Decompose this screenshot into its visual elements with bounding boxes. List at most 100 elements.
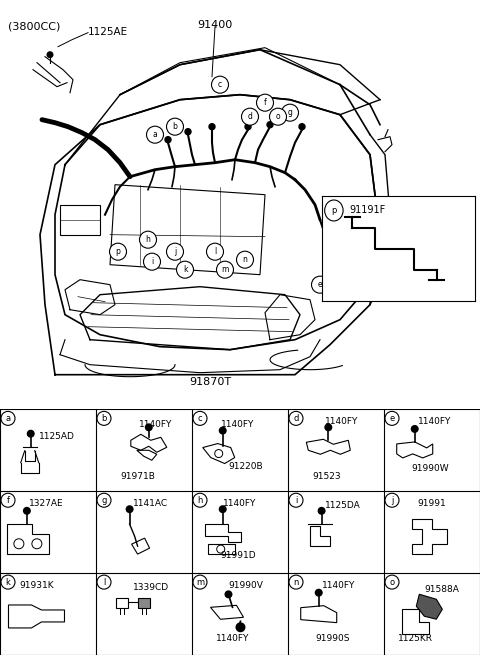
Circle shape [216, 261, 233, 278]
Circle shape [167, 243, 183, 260]
Circle shape [165, 137, 171, 143]
Circle shape [236, 622, 245, 632]
Text: 91400: 91400 [197, 20, 233, 29]
Text: i: i [151, 257, 153, 266]
Text: b: b [173, 122, 178, 131]
Text: 1327AE: 1327AE [29, 499, 63, 508]
Text: 91191F: 91191F [349, 206, 385, 215]
Text: 91870T: 91870T [189, 377, 231, 386]
Text: 91588A: 91588A [424, 585, 459, 594]
Circle shape [209, 124, 215, 130]
Text: m: m [196, 578, 204, 587]
Text: 1140FY: 1140FY [418, 417, 451, 426]
Circle shape [97, 575, 111, 589]
Text: f: f [7, 496, 10, 505]
Circle shape [146, 126, 164, 143]
Text: 1140FY: 1140FY [324, 417, 358, 426]
Circle shape [126, 505, 133, 513]
Text: b: b [101, 414, 107, 423]
Text: (3800CC): (3800CC) [8, 22, 60, 31]
Circle shape [225, 590, 232, 598]
Text: a: a [5, 414, 11, 423]
Text: 1140FY: 1140FY [223, 499, 256, 508]
Text: 91523: 91523 [312, 472, 341, 481]
Bar [60, 204, 100, 234]
Circle shape [385, 493, 399, 507]
Circle shape [23, 507, 31, 515]
Polygon shape [139, 598, 151, 608]
Text: a: a [153, 130, 157, 140]
Circle shape [267, 122, 273, 128]
Circle shape [97, 411, 111, 425]
Circle shape [312, 276, 328, 293]
Text: e: e [318, 280, 322, 290]
Circle shape [385, 411, 399, 425]
Text: n: n [293, 578, 299, 587]
Circle shape [27, 430, 35, 438]
Circle shape [256, 94, 274, 111]
Text: 91220B: 91220B [228, 462, 263, 471]
Circle shape [193, 411, 207, 425]
Circle shape [47, 51, 53, 58]
Text: h: h [197, 496, 203, 505]
Text: p: p [331, 206, 336, 215]
Text: 91971B: 91971B [120, 472, 155, 481]
Circle shape [281, 104, 299, 121]
Text: 91991D: 91991D [221, 551, 256, 559]
Text: 1140FY: 1140FY [139, 420, 173, 428]
Text: 1141AC: 1141AC [132, 499, 168, 508]
Text: 1140FY: 1140FY [216, 634, 250, 643]
Circle shape [315, 589, 323, 597]
Circle shape [145, 423, 153, 431]
Circle shape [219, 426, 227, 434]
Circle shape [324, 200, 343, 221]
Text: g: g [101, 496, 107, 505]
Text: c: c [198, 414, 202, 423]
Text: d: d [293, 414, 299, 423]
Circle shape [299, 124, 305, 130]
Text: c: c [218, 80, 222, 89]
Text: 91991: 91991 [418, 499, 446, 508]
Circle shape [1, 575, 15, 589]
Text: 1125KR: 1125KR [398, 634, 433, 643]
Circle shape [241, 108, 259, 125]
Circle shape [1, 411, 15, 425]
Circle shape [324, 423, 332, 431]
Text: 1140FY: 1140FY [322, 581, 355, 590]
Circle shape [237, 251, 253, 268]
Circle shape [289, 493, 303, 507]
Circle shape [177, 261, 193, 278]
Polygon shape [416, 594, 443, 619]
Text: 91990S: 91990S [315, 634, 349, 643]
Text: 1339CD: 1339CD [132, 584, 168, 592]
Circle shape [289, 575, 303, 589]
Text: 1125DA: 1125DA [324, 502, 360, 510]
Circle shape [289, 411, 303, 425]
Text: o: o [389, 578, 395, 587]
Circle shape [140, 231, 156, 248]
Text: g: g [288, 108, 292, 117]
Text: l: l [103, 578, 105, 587]
Text: f: f [264, 98, 266, 107]
Circle shape [167, 118, 183, 135]
Circle shape [97, 493, 111, 507]
Circle shape [109, 243, 127, 260]
Circle shape [269, 108, 287, 125]
Text: m: m [221, 265, 228, 274]
Circle shape [144, 253, 160, 270]
Circle shape [411, 425, 419, 433]
Circle shape [1, 493, 15, 507]
Text: 91931K: 91931K [19, 581, 54, 590]
Text: i: i [295, 496, 297, 505]
Text: n: n [242, 255, 247, 264]
Circle shape [212, 76, 228, 93]
Text: 91990V: 91990V [228, 581, 264, 590]
Text: j: j [174, 247, 176, 256]
Text: 1125AD: 1125AD [39, 432, 74, 441]
Text: 91990W: 91990W [411, 464, 448, 473]
Text: d: d [248, 112, 252, 121]
Text: k: k [183, 265, 187, 274]
Circle shape [219, 505, 227, 513]
Text: h: h [145, 235, 150, 244]
Text: o: o [276, 112, 280, 121]
